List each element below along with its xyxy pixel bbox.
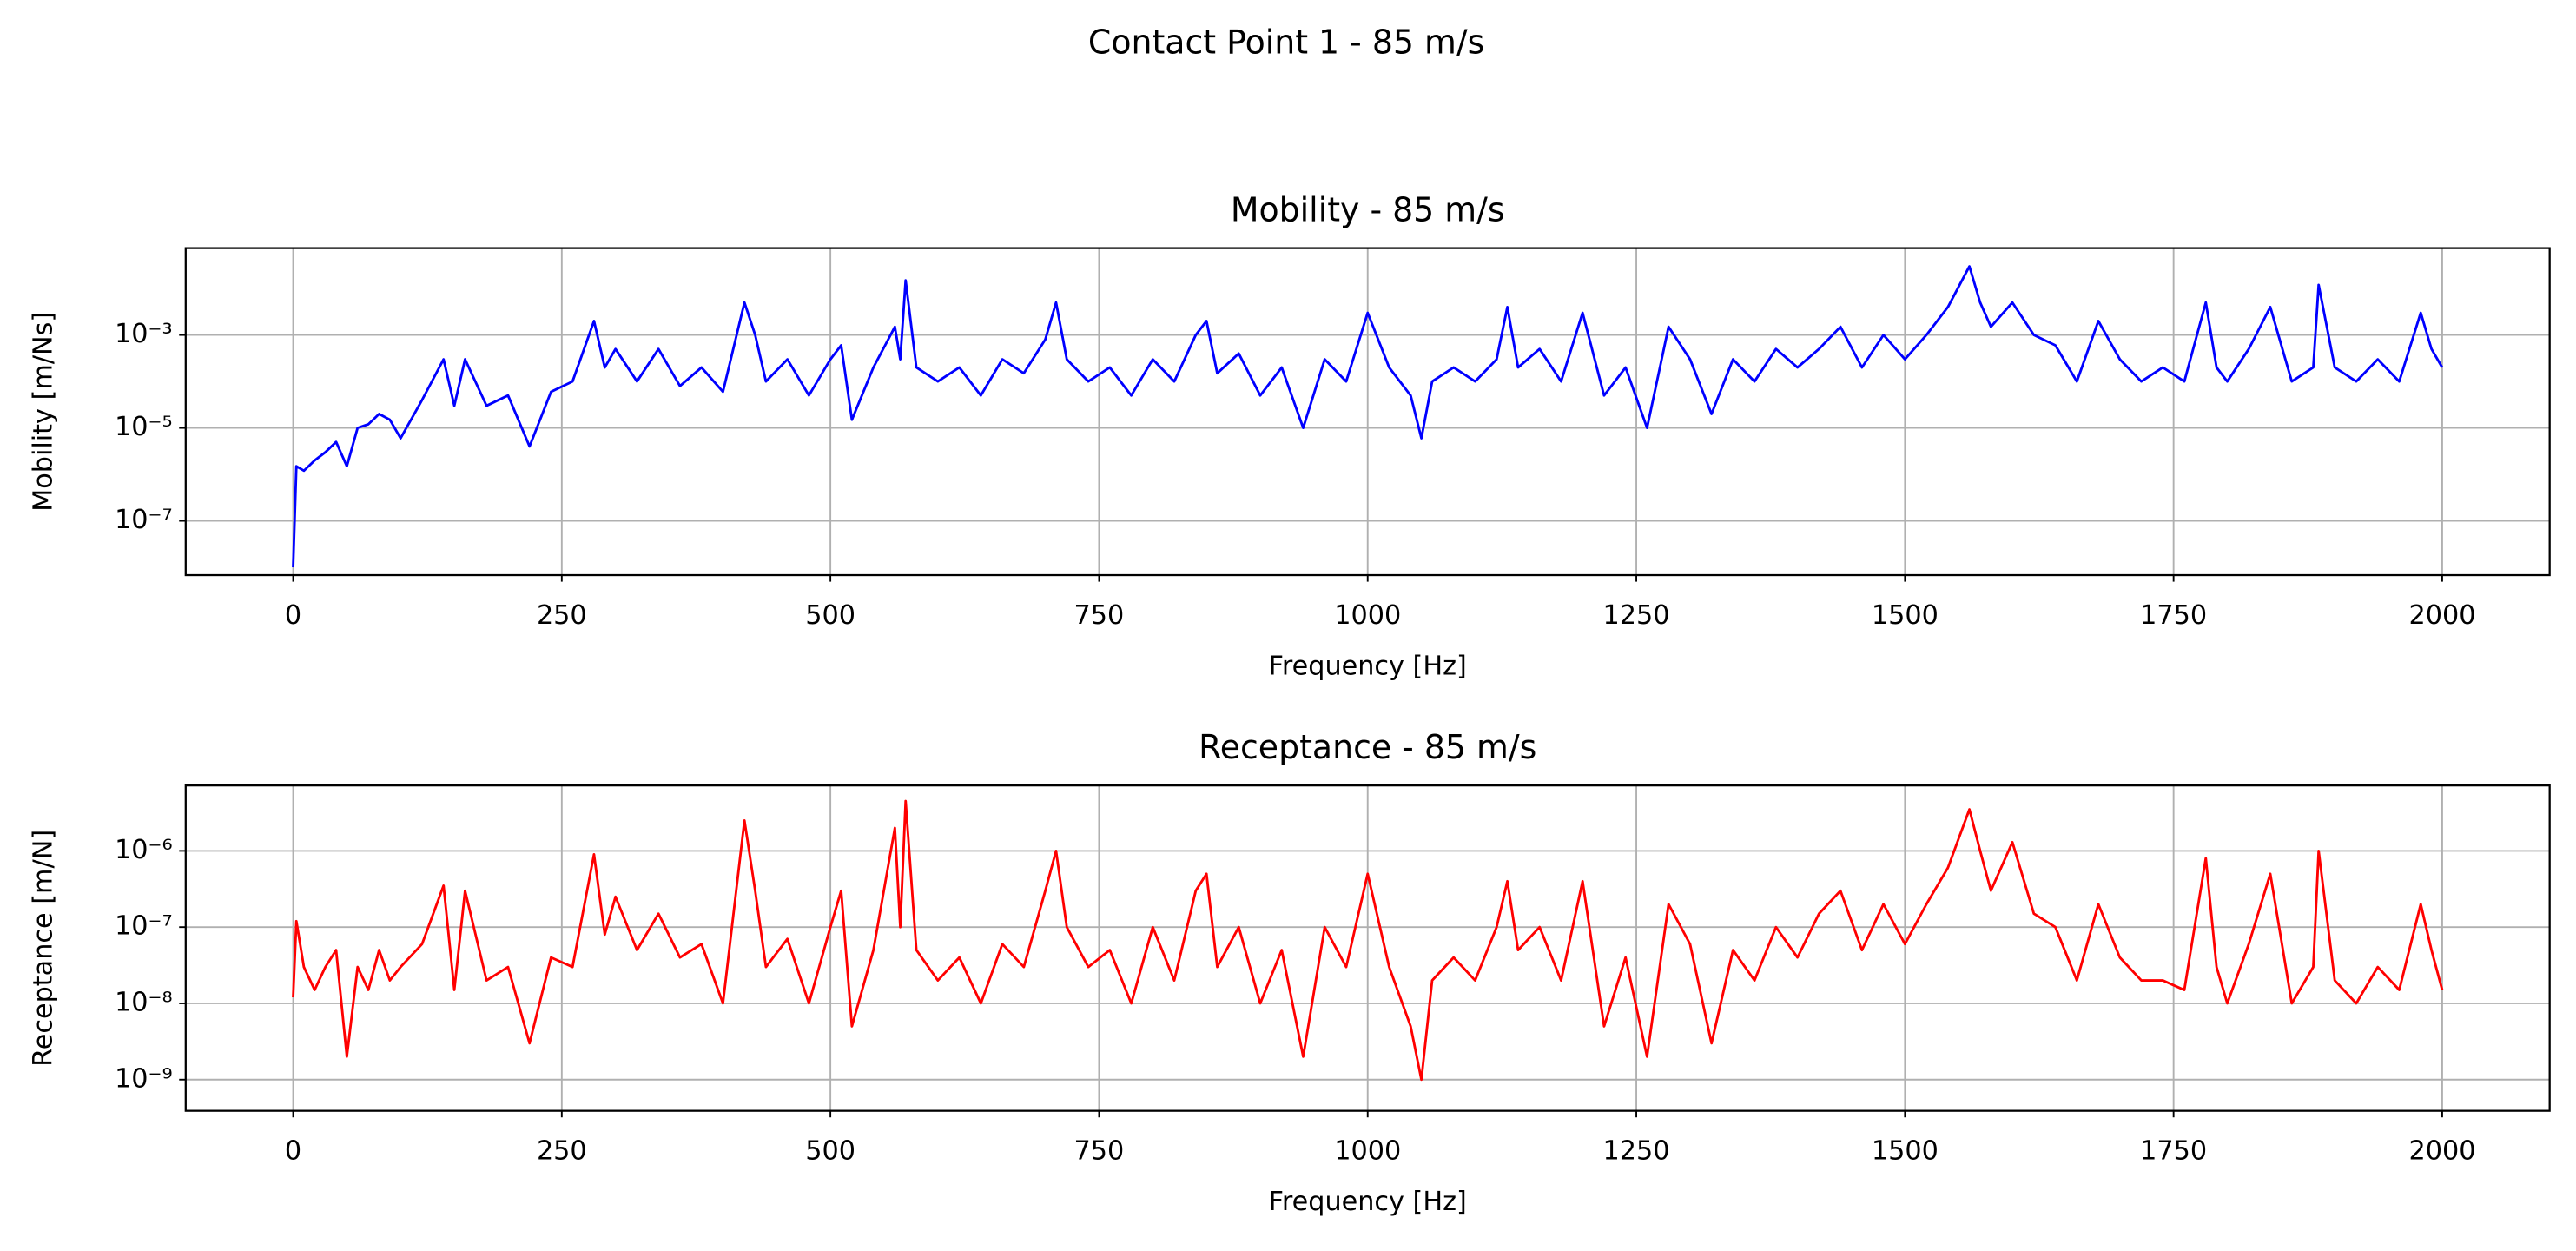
chart-title: Mobility - 85 m/s <box>1231 191 1505 229</box>
x-tick-label: 1000 <box>1334 600 1401 631</box>
y-tick-label: 10⁻⁵ <box>115 412 173 442</box>
x-tick-label: 2000 <box>2408 1135 2475 1166</box>
y-tick-label: 10⁻⁶ <box>115 835 173 865</box>
y-axis-label: Receptance [m/N] <box>29 830 59 1067</box>
y-axis-label: Mobility [m/Ns] <box>29 312 59 512</box>
x-tick-label: 2000 <box>2408 600 2475 631</box>
axes-frame <box>184 784 2551 1112</box>
x-tick-label: 0 <box>285 600 301 631</box>
x-tick-label: 1750 <box>2140 600 2207 631</box>
x-tick-label: 500 <box>805 600 855 631</box>
x-tick-label: 1500 <box>1872 1135 1939 1166</box>
x-axis-label: Frequency [Hz] <box>1269 651 1467 681</box>
x-tick-label: 1750 <box>2140 1135 2207 1166</box>
y-tick-label: 10⁻⁸ <box>115 987 173 1017</box>
y-tick-label: 10⁻³ <box>115 319 173 349</box>
x-tick-label: 500 <box>805 1135 855 1166</box>
figure-title: Contact Point 1 - 85 m/s <box>1088 23 1484 62</box>
data-line <box>292 265 2444 568</box>
x-tick-label: 1500 <box>1872 600 1939 631</box>
x-tick-label: 750 <box>1074 600 1125 631</box>
x-tick-label: 0 <box>285 1135 301 1166</box>
x-tick-label: 1000 <box>1334 1135 1401 1166</box>
x-tick-label: 250 <box>537 600 587 631</box>
y-tick-label: 10⁻⁹ <box>115 1063 173 1094</box>
x-tick-label: 1250 <box>1603 1135 1670 1166</box>
x-tick-label: 250 <box>537 1135 587 1166</box>
y-tick-label: 10⁻⁷ <box>115 505 173 535</box>
data-line <box>292 799 2444 1082</box>
x-axis-label: Frequency [Hz] <box>1269 1187 1467 1217</box>
axes-frame <box>184 247 2551 577</box>
x-tick-label: 750 <box>1074 1135 1125 1166</box>
chart-title: Receptance - 85 m/s <box>1199 728 1536 766</box>
y-tick-label: 10⁻⁷ <box>115 911 173 942</box>
x-tick-label: 1250 <box>1603 600 1670 631</box>
